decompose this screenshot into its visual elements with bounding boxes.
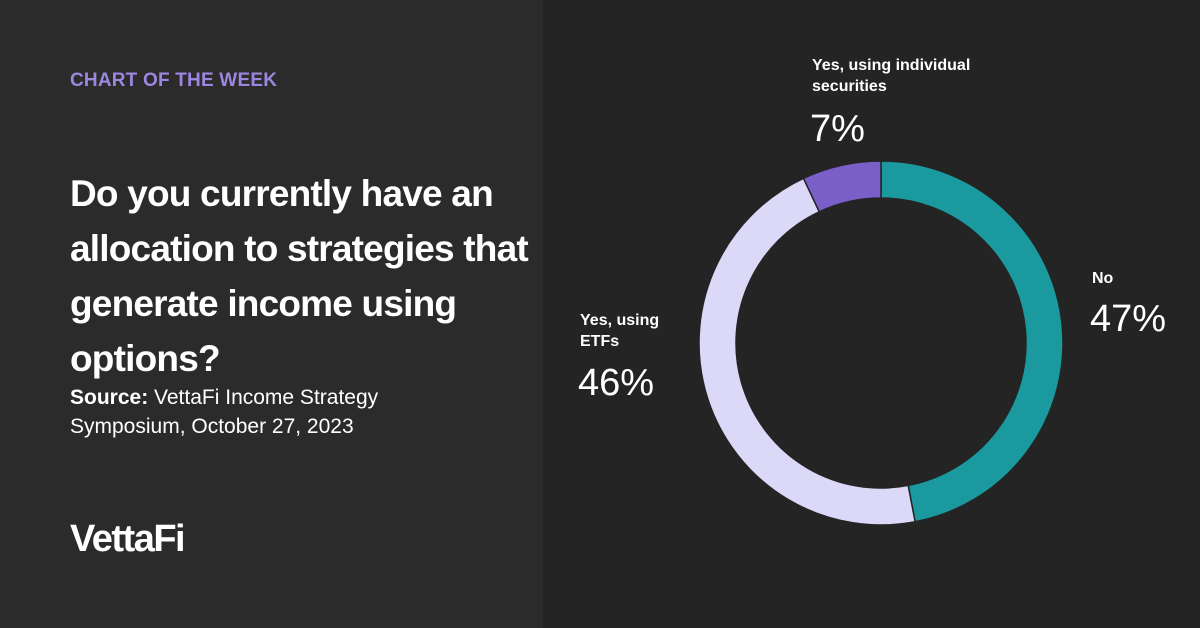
value-label: 47% bbox=[1090, 298, 1167, 340]
source: Source: VettaFi Income Strategy Symposiu… bbox=[70, 383, 450, 441]
donut-segment bbox=[880, 160, 1064, 523]
source-label: Source: bbox=[70, 386, 149, 409]
segment-label: Yes, using ETFs bbox=[580, 312, 660, 350]
chart-title: Do you currently have an allocation to s… bbox=[70, 173, 529, 379]
donut-segment bbox=[698, 177, 916, 526]
donut-segment bbox=[802, 160, 882, 213]
kicker: CHART OF THE WEEK bbox=[70, 70, 278, 91]
source-text: VettaFi Income Strategy Symposium, Octob… bbox=[70, 386, 379, 438]
value-label: 7% bbox=[810, 108, 865, 150]
logo: VettaFi bbox=[70, 518, 186, 560]
left-panel: CHART OF THE WEEK Do you currently have … bbox=[0, 0, 543, 628]
segment-label: No bbox=[1092, 270, 1114, 287]
segment-label: Yes, using individual securities bbox=[812, 57, 971, 95]
value-label: 46% bbox=[578, 362, 655, 404]
